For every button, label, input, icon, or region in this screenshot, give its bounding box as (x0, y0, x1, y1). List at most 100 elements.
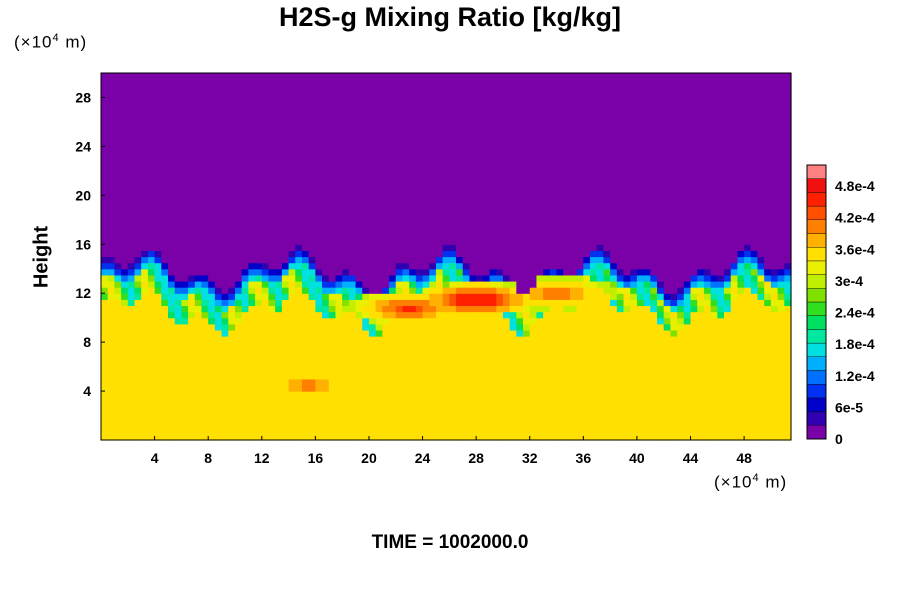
heatmap-cell (328, 225, 337, 233)
heatmap-cell (576, 219, 584, 227)
heatmap-cell (174, 250, 182, 258)
heatmap-cell (596, 164, 605, 172)
heatmap-cell (261, 244, 270, 251)
heatmap-cell (502, 323, 511, 331)
heatmap-cell (368, 299, 377, 307)
heatmap-cell (516, 403, 524, 411)
heatmap-cell (576, 213, 584, 221)
heatmap-cell (415, 311, 424, 319)
heatmap-cell (482, 348, 491, 355)
heatmap-cell (657, 195, 665, 203)
heatmap-cell (409, 280, 417, 288)
heatmap-cell (141, 317, 149, 325)
heatmap-cell (556, 232, 564, 239)
heatmap-cell (737, 329, 745, 337)
heatmap-cell (375, 323, 383, 331)
heatmap-cell (610, 372, 618, 380)
heatmap-cell (697, 378, 705, 386)
heatmap-cell (121, 262, 129, 270)
heatmap-cell (744, 397, 752, 404)
heatmap-cell (114, 384, 122, 392)
heatmap-cell (502, 360, 511, 368)
heatmap-cell (610, 164, 618, 172)
heatmap-cell (375, 201, 383, 209)
heatmap-cell (636, 421, 645, 429)
heatmap-cell (328, 397, 337, 404)
heatmap-cell (442, 336, 450, 343)
heatmap-cell (576, 164, 584, 172)
heatmap-cell (636, 164, 645, 172)
heatmap-cell (516, 238, 524, 245)
heatmap-cell (683, 262, 692, 270)
heatmap-cell (201, 360, 209, 368)
heatmap-cell (536, 250, 544, 258)
heatmap-cell (610, 280, 618, 288)
heatmap-cell (214, 433, 223, 441)
heatmap-cell (610, 323, 618, 331)
heatmap-cell (389, 232, 397, 239)
heatmap-cell (650, 311, 658, 319)
heatmap-cell (717, 293, 725, 300)
heatmap-cell (697, 170, 705, 178)
heatmap-cell (375, 183, 383, 190)
heatmap-cell (134, 164, 142, 172)
heatmap-cell (308, 244, 316, 251)
heatmap-cell (234, 146, 243, 154)
heatmap-cell (389, 207, 397, 215)
heatmap-cell (583, 293, 591, 300)
heatmap-cell (288, 415, 296, 423)
heatmap-cell (596, 391, 605, 398)
heatmap-cell (576, 409, 584, 417)
heatmap-cell (389, 201, 397, 209)
heatmap-cell (630, 280, 638, 288)
heatmap-cell (730, 433, 739, 441)
heatmap-cell (121, 354, 129, 362)
heatmap-cell (248, 433, 256, 441)
heatmap-cell (536, 183, 544, 190)
heatmap-cell (107, 183, 115, 190)
heatmap-cell (167, 268, 176, 276)
heatmap-cell (322, 348, 330, 355)
heatmap-cell (489, 354, 497, 362)
heatmap-cell (543, 329, 551, 337)
heatmap-cell (295, 293, 303, 300)
heatmap-cell (724, 384, 732, 392)
heatmap-cell (482, 433, 491, 441)
heatmap-cell (348, 176, 357, 184)
heatmap-cell (301, 372, 310, 380)
heatmap-cell (415, 244, 424, 251)
heatmap-cell (456, 268, 464, 276)
heatmap-cell (724, 189, 732, 196)
heatmap-cell (188, 287, 196, 294)
heatmap-cell (610, 146, 618, 154)
heatmap-cell (616, 164, 625, 172)
heatmap-cell (677, 225, 685, 233)
heatmap-cell (703, 378, 712, 386)
heatmap-cell (476, 317, 484, 325)
heatmap-cell (208, 415, 216, 423)
heatmap-cell (623, 287, 631, 294)
heatmap-cell (737, 189, 745, 196)
heatmap-cell (750, 360, 759, 368)
heatmap-cell (516, 305, 524, 313)
heatmap-cell (322, 244, 330, 251)
heatmap-cell (409, 366, 417, 374)
heatmap-cell (107, 189, 115, 196)
heatmap-cell (375, 342, 383, 349)
heatmap-cell (777, 299, 785, 307)
heatmap-cell (489, 336, 497, 343)
heatmap-cell (422, 323, 430, 331)
heatmap-cell (121, 323, 129, 331)
heatmap-cell (770, 287, 779, 294)
heatmap-cell (703, 274, 712, 282)
heatmap-cell (630, 354, 638, 362)
heatmap-cell (107, 207, 115, 215)
heatmap-cell (543, 268, 551, 276)
heatmap-cell (590, 250, 598, 258)
heatmap-cell (476, 323, 484, 331)
heatmap-cell (295, 391, 303, 398)
heatmap-cell (382, 311, 390, 319)
heatmap-cell (362, 232, 370, 239)
heatmap-cell (147, 274, 156, 282)
heatmap-cell (228, 207, 236, 215)
